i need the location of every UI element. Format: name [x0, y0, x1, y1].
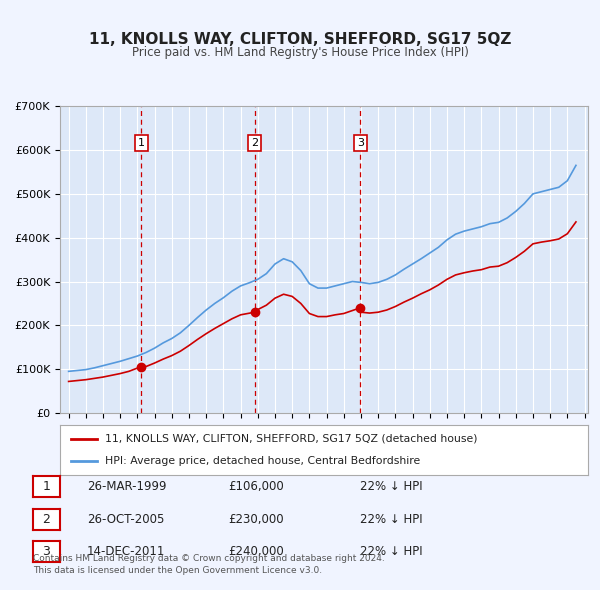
Text: 26-OCT-2005: 26-OCT-2005	[87, 513, 164, 526]
Text: 22% ↓ HPI: 22% ↓ HPI	[360, 480, 422, 493]
Text: 3: 3	[357, 138, 364, 148]
Text: 26-MAR-1999: 26-MAR-1999	[87, 480, 167, 493]
Text: Price paid vs. HM Land Registry's House Price Index (HPI): Price paid vs. HM Land Registry's House …	[131, 46, 469, 59]
Text: 3: 3	[43, 545, 50, 558]
Text: 14-DEC-2011: 14-DEC-2011	[87, 545, 166, 558]
Text: Contains HM Land Registry data © Crown copyright and database right 2024.
This d: Contains HM Land Registry data © Crown c…	[33, 554, 385, 575]
Text: £230,000: £230,000	[228, 513, 284, 526]
Text: 1: 1	[138, 138, 145, 148]
Text: £106,000: £106,000	[228, 480, 284, 493]
Text: 22% ↓ HPI: 22% ↓ HPI	[360, 545, 422, 558]
Text: HPI: Average price, detached house, Central Bedfordshire: HPI: Average price, detached house, Cent…	[105, 456, 420, 466]
Text: 1: 1	[43, 480, 50, 493]
Text: £240,000: £240,000	[228, 545, 284, 558]
Text: 22% ↓ HPI: 22% ↓ HPI	[360, 513, 422, 526]
Text: 11, KNOLLS WAY, CLIFTON, SHEFFORD, SG17 5QZ (detached house): 11, KNOLLS WAY, CLIFTON, SHEFFORD, SG17 …	[105, 434, 478, 444]
Text: 2: 2	[251, 138, 258, 148]
Text: 11, KNOLLS WAY, CLIFTON, SHEFFORD, SG17 5QZ: 11, KNOLLS WAY, CLIFTON, SHEFFORD, SG17 …	[89, 32, 511, 47]
Text: 2: 2	[43, 513, 50, 526]
